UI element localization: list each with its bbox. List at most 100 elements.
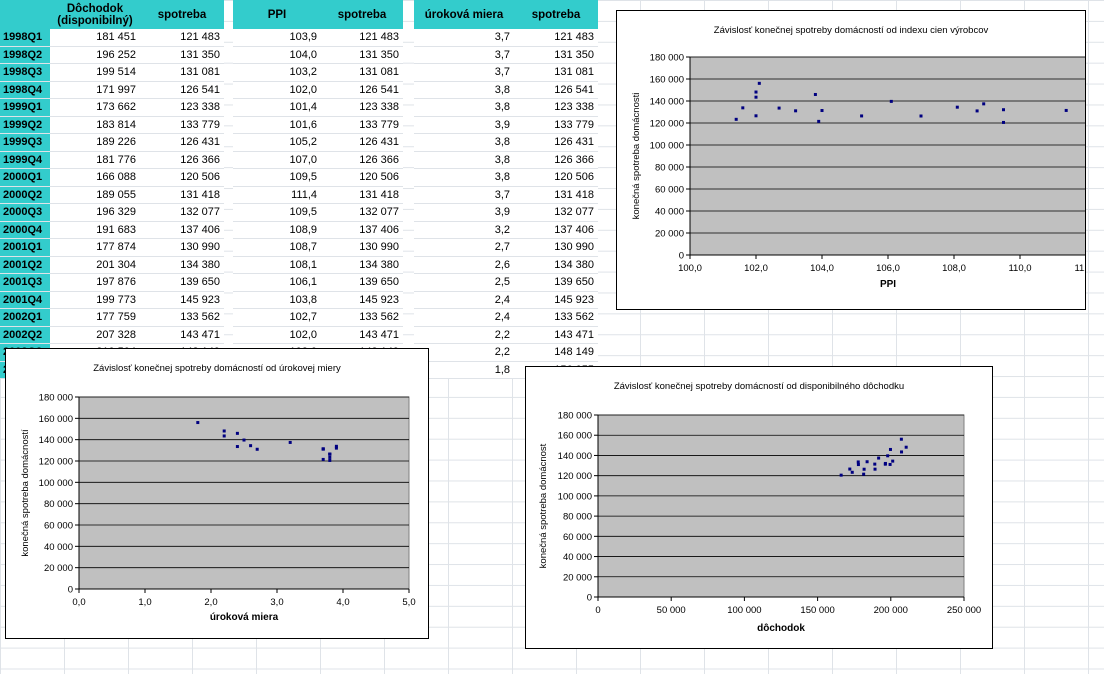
table-cell[interactable]: 133 562 xyxy=(321,308,403,327)
table-cell[interactable]: 121 483 xyxy=(321,29,403,47)
table-cell[interactable]: 111,4 xyxy=(233,186,321,204)
row-quarter-label[interactable]: 2000Q2 xyxy=(0,186,50,204)
table-cell[interactable]: 2,4 xyxy=(414,291,514,309)
table-cell[interactable]: 189 226 xyxy=(50,133,140,152)
row-quarter-label[interactable]: 2000Q1 xyxy=(0,168,50,187)
table-cell[interactable]: 2,2 xyxy=(414,326,514,344)
table-cell[interactable]: 139 650 xyxy=(514,273,598,292)
table-cell[interactable]: 183 814 xyxy=(50,116,140,134)
table-cell[interactable]: 173 662 xyxy=(50,98,140,117)
table-cell[interactable]: 191 683 xyxy=(50,221,140,239)
row-quarter-label[interactable]: 1999Q1 xyxy=(0,98,50,117)
table-cell[interactable]: 121 483 xyxy=(140,29,224,47)
table-cell[interactable]: 126 541 xyxy=(514,81,598,99)
table-cell[interactable]: 133 562 xyxy=(140,308,224,327)
table-cell[interactable]: 3,7 xyxy=(414,46,514,64)
table-cell[interactable]: 120 506 xyxy=(514,168,598,187)
table-cell[interactable]: 148 149 xyxy=(514,343,598,362)
table-cell[interactable]: 126 366 xyxy=(140,151,224,169)
table-cell[interactable]: 181 451 xyxy=(50,29,140,47)
table-cell[interactable]: 121 483 xyxy=(514,29,598,47)
table-cell[interactable]: 177 759 xyxy=(50,308,140,327)
table-cell[interactable]: 196 329 xyxy=(50,203,140,222)
row-quarter-label[interactable]: 2002Q1 xyxy=(0,308,50,327)
row-quarter-label[interactable]: 1999Q3 xyxy=(0,133,50,152)
row-quarter-label[interactable]: 1998Q4 xyxy=(0,81,50,99)
table-cell[interactable]: 104,0 xyxy=(233,46,321,64)
table-cell[interactable]: 3,9 xyxy=(414,203,514,222)
table-cell[interactable]: 108,9 xyxy=(233,221,321,239)
table-cell[interactable]: 106,1 xyxy=(233,273,321,292)
table-cell[interactable]: 139 650 xyxy=(321,273,403,292)
table-cell[interactable]: 134 380 xyxy=(514,256,598,274)
table-cell[interactable]: 126 431 xyxy=(321,133,403,152)
table-cell[interactable]: 108,1 xyxy=(233,256,321,274)
table-cell[interactable]: 166 088 xyxy=(50,168,140,187)
table-cell[interactable]: 196 252 xyxy=(50,46,140,64)
table-cell[interactable]: 132 077 xyxy=(321,203,403,222)
row-quarter-label[interactable]: 1998Q3 xyxy=(0,63,50,82)
table-cell[interactable]: 134 380 xyxy=(140,256,224,274)
table-cell[interactable]: 177 874 xyxy=(50,238,140,257)
table-cell[interactable]: 132 077 xyxy=(514,203,598,222)
table-cell[interactable]: 126 541 xyxy=(321,81,403,99)
table-cell[interactable]: 131 418 xyxy=(514,186,598,204)
table-cell[interactable]: 123 338 xyxy=(514,98,598,117)
table-cell[interactable]: 3,2 xyxy=(414,221,514,239)
table-cell[interactable]: 3,7 xyxy=(414,186,514,204)
table-cell[interactable]: 197 876 xyxy=(50,273,140,292)
table-cell[interactable]: 126 366 xyxy=(321,151,403,169)
row-quarter-label[interactable]: 2000Q4 xyxy=(0,221,50,239)
header-consumption[interactable]: spotreba xyxy=(514,0,598,29)
table-cell[interactable]: 126 366 xyxy=(514,151,598,169)
table-cell[interactable]: 131 350 xyxy=(514,46,598,64)
table-cell[interactable]: 123 338 xyxy=(140,98,224,117)
table-cell[interactable]: 143 471 xyxy=(140,326,224,344)
table-cell[interactable]: 120 506 xyxy=(321,168,403,187)
table-cell[interactable]: 2,6 xyxy=(414,256,514,274)
table-cell[interactable]: 137 406 xyxy=(140,221,224,239)
row-quarter-label[interactable]: 2001Q2 xyxy=(0,256,50,274)
table-cell[interactable]: 109,5 xyxy=(233,203,321,222)
table-cell[interactable]: 199 773 xyxy=(50,291,140,309)
table-cell[interactable]: 109,5 xyxy=(233,168,321,187)
table-cell[interactable]: 133 779 xyxy=(321,116,403,134)
table-cell[interactable]: 133 562 xyxy=(514,308,598,327)
header-interest-rate[interactable]: úroková miera xyxy=(414,0,514,29)
table-cell[interactable]: 130 990 xyxy=(514,238,598,257)
table-cell[interactable]: 137 406 xyxy=(514,221,598,239)
table-cell[interactable]: 181 776 xyxy=(50,151,140,169)
table-cell[interactable]: 130 990 xyxy=(140,238,224,257)
table-cell[interactable]: 131 081 xyxy=(140,63,224,82)
header-consumption[interactable]: spotreba xyxy=(140,0,224,29)
header-consumption[interactable]: spotreba xyxy=(321,0,403,29)
table-cell[interactable]: 201 304 xyxy=(50,256,140,274)
row-quarter-label[interactable]: 1998Q2 xyxy=(0,46,50,64)
header-ppi[interactable]: PPI xyxy=(233,0,321,29)
table-cell[interactable]: 102,0 xyxy=(233,326,321,344)
table-cell[interactable]: 131 350 xyxy=(140,46,224,64)
row-quarter-label[interactable]: 2001Q3 xyxy=(0,273,50,292)
table-cell[interactable]: 171 997 xyxy=(50,81,140,99)
table-cell[interactable]: 139 650 xyxy=(140,273,224,292)
table-cell[interactable]: 126 431 xyxy=(140,133,224,152)
table-cell[interactable]: 131 350 xyxy=(321,46,403,64)
table-cell[interactable]: 3,8 xyxy=(414,98,514,117)
chart-income-consumption[interactable]: Závislosť konečnej spotreby domácností o… xyxy=(525,366,993,649)
header-income[interactable]: Dôchodok (disponibilný) xyxy=(50,0,140,29)
table-cell[interactable]: 143 471 xyxy=(321,326,403,344)
table-cell[interactable]: 137 406 xyxy=(321,221,403,239)
header-quarter[interactable] xyxy=(0,0,50,29)
table-cell[interactable]: 131 418 xyxy=(321,186,403,204)
table-cell[interactable]: 3,9 xyxy=(414,116,514,134)
row-quarter-label[interactable]: 2001Q1 xyxy=(0,238,50,257)
table-cell[interactable]: 126 541 xyxy=(140,81,224,99)
chart-ppi-consumption[interactable]: Závislosť konečnej spotreby domácností o… xyxy=(616,10,1086,310)
table-cell[interactable]: 107,0 xyxy=(233,151,321,169)
table-cell[interactable]: 3,8 xyxy=(414,168,514,187)
table-cell[interactable]: 120 506 xyxy=(140,168,224,187)
table-cell[interactable]: 145 923 xyxy=(140,291,224,309)
table-cell[interactable]: 131 418 xyxy=(140,186,224,204)
table-cell[interactable]: 133 779 xyxy=(514,116,598,134)
table-cell[interactable]: 143 471 xyxy=(514,326,598,344)
